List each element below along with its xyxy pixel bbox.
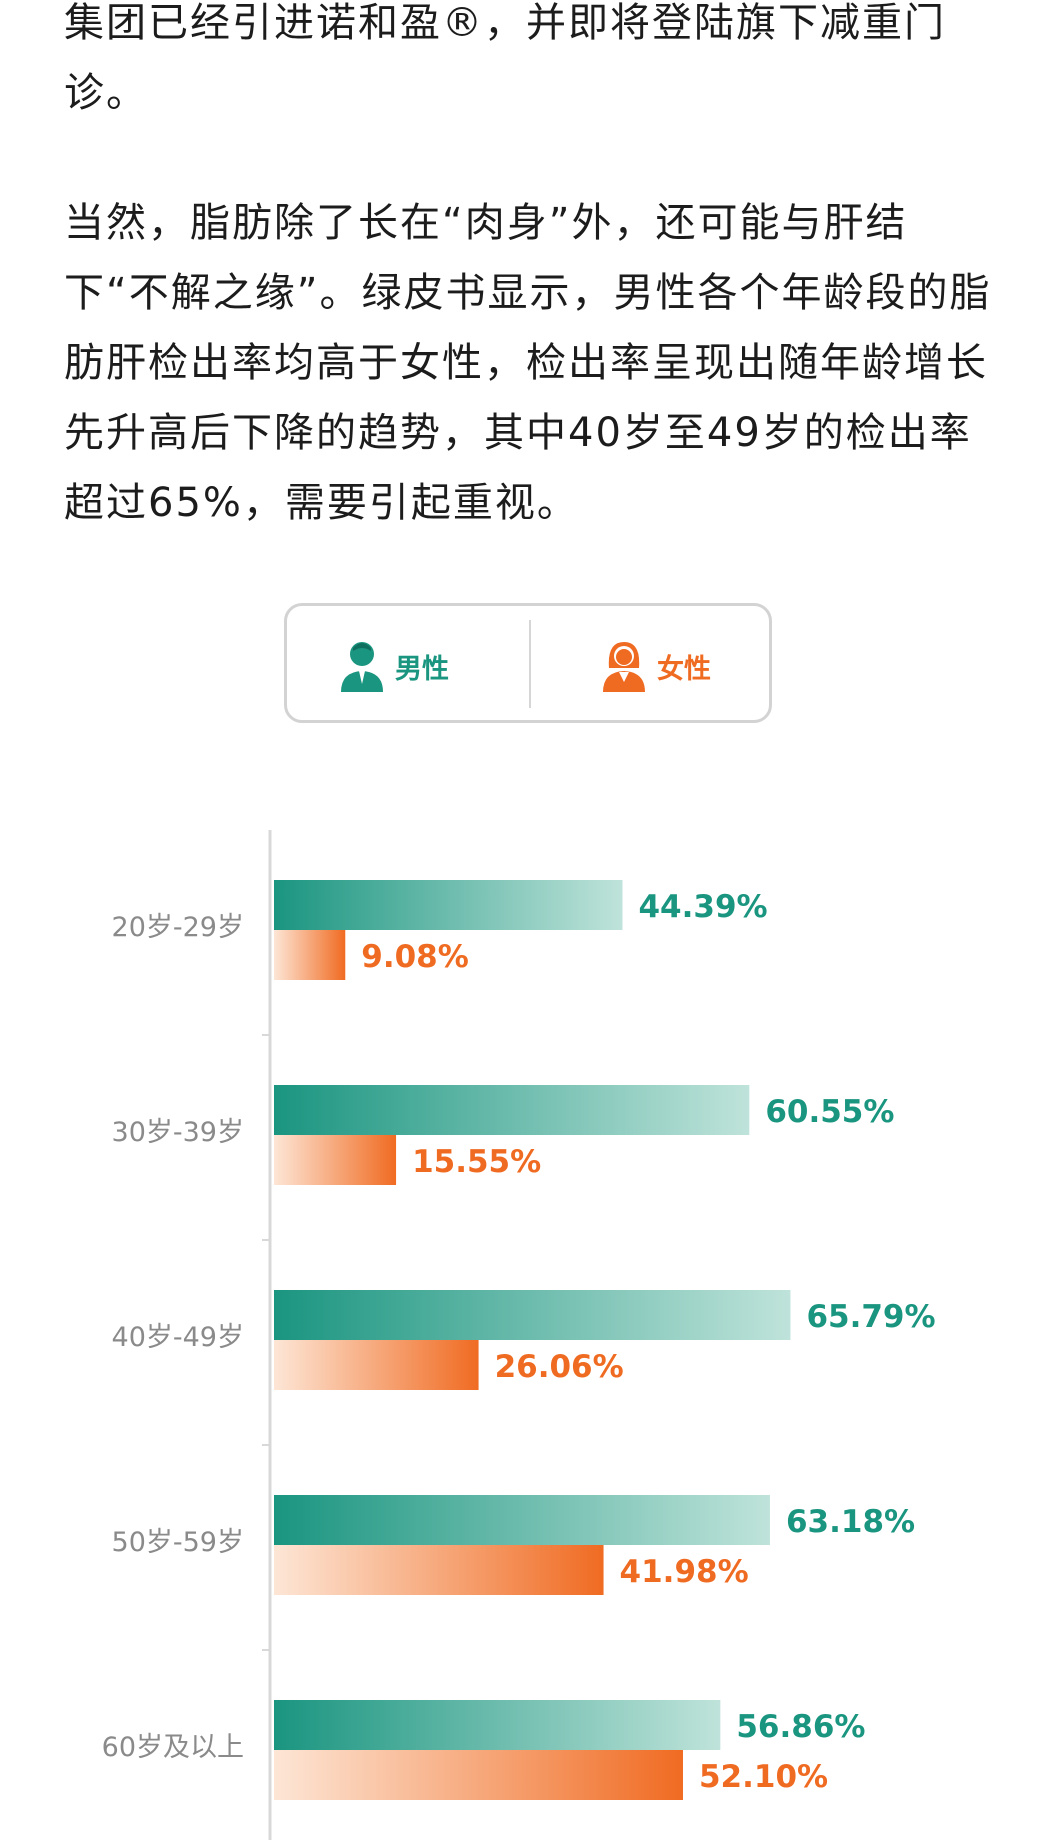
bar-chart: 20岁-29岁 44.39% 9.08% 30岁-39岁 60.55% 15.55% 40岁… [102, 830, 936, 1840]
bar-female [274, 1750, 683, 1800]
article-paragraph-2: 当然，脂肪除了长在“肉身”外，还可能与肝结下“不解之缘”。绿皮书显示，男性各个年… [64, 200, 992, 526]
bar-male [274, 1700, 721, 1750]
male-person-icon [341, 642, 383, 692]
bar-female [274, 1135, 397, 1185]
data-label-male: 60.55% [765, 1094, 894, 1130]
legend-divider [529, 620, 531, 708]
category-label: 30岁-39岁 [112, 1117, 244, 1148]
bar-female [274, 1545, 604, 1595]
data-label-male: 63.18% [786, 1504, 915, 1540]
data-label-male: 56.86% [736, 1709, 865, 1745]
chart-legend: 男性 女性 [284, 603, 772, 723]
bar-female [274, 1340, 479, 1390]
category-label: 60岁及以上 [102, 1732, 244, 1763]
legend-label-male: 男性 [395, 653, 449, 685]
bar-male [274, 1495, 770, 1545]
data-label-male: 44.39% [638, 889, 767, 925]
category-label: 50岁-59岁 [112, 1527, 244, 1558]
category-label: 20岁-29岁 [112, 912, 244, 943]
category-label: 40岁-49岁 [112, 1322, 244, 1353]
bar-male [274, 880, 623, 930]
bar-male [274, 1085, 750, 1135]
data-label-female: 9.08% [361, 939, 469, 975]
bar-female [274, 930, 346, 980]
data-label-female: 15.55% [412, 1144, 541, 1180]
legend-item-female: 女性 [601, 638, 711, 694]
data-label-female: 41.98% [620, 1554, 749, 1590]
data-label-female: 52.10% [699, 1759, 828, 1795]
legend-label-female: 女性 [657, 653, 711, 685]
data-label-male: 65.79% [806, 1299, 935, 1335]
data-label-female: 26.06% [495, 1349, 624, 1385]
bar-male [274, 1290, 791, 1340]
article-paragraph-1: 集团已经引进诺和盈®，并即将登陆旗下减重门诊。 [64, 0, 946, 116]
legend-item-male: 男性 [339, 638, 449, 694]
female-person-icon [603, 642, 645, 692]
